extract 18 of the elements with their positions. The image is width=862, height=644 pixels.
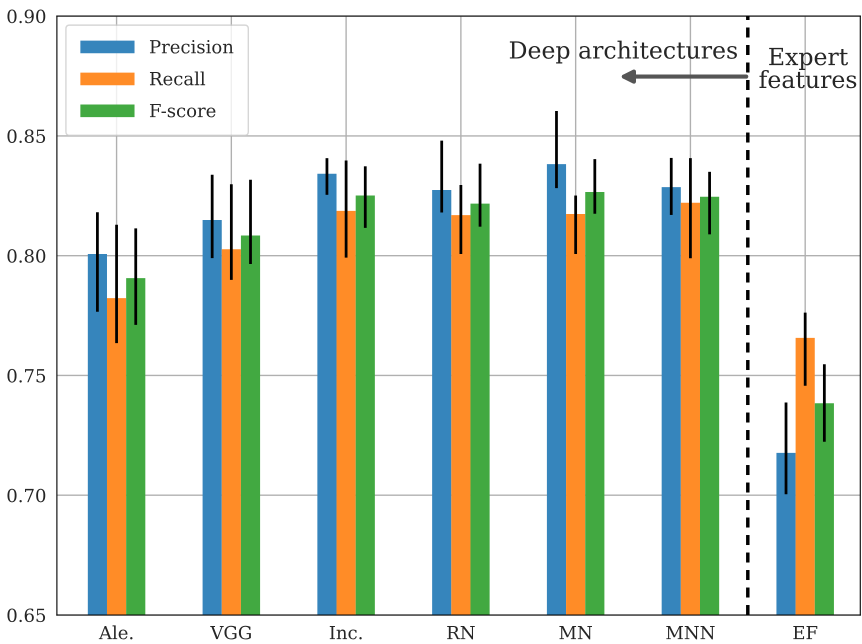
- x-tick-label: RN: [447, 626, 475, 640]
- annotation: Deep architectures: [510, 40, 737, 64]
- y-tick-label: 0.80: [7, 249, 46, 263]
- legend-label: Precision: [150, 40, 234, 54]
- x-tick-label: VGG: [210, 626, 251, 640]
- y-tick-label: 0.70: [7, 488, 46, 502]
- legend-label: Recall: [150, 71, 206, 86]
- y-tick-label: 0.85: [7, 129, 46, 143]
- x-tick-label: Inc.: [330, 626, 362, 640]
- x-tick-label: MN: [559, 626, 592, 640]
- x-tick-label: MNN: [666, 626, 715, 640]
- x-tick-label: EF: [793, 626, 818, 640]
- y-tick-label: 0.65: [7, 608, 46, 622]
- y-tick-label: 0.90: [7, 10, 46, 24]
- y-tick-label: 0.75: [7, 368, 46, 383]
- x-tick-label: Ale.: [98, 625, 132, 640]
- annotation: Expert features: [759, 48, 856, 88]
- legend-label: F-score: [150, 104, 216, 118]
